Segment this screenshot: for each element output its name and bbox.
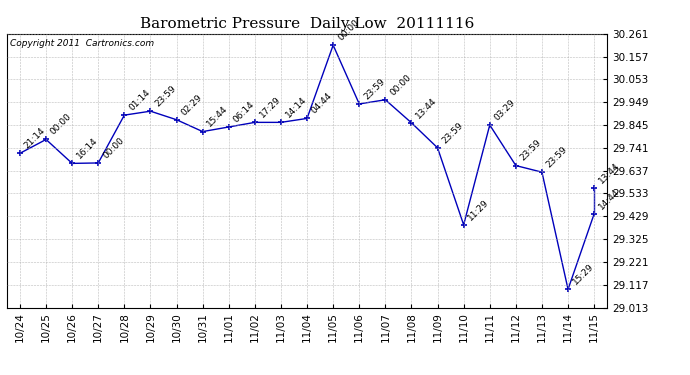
- Text: 23:59: 23:59: [544, 145, 569, 170]
- Text: 13:44: 13:44: [597, 161, 622, 185]
- Text: 01:14: 01:14: [127, 88, 152, 112]
- Text: 16:14: 16:14: [75, 136, 99, 160]
- Text: 23:59: 23:59: [362, 76, 386, 101]
- Text: 04:44: 04:44: [310, 91, 334, 116]
- Text: 03:29: 03:29: [493, 98, 517, 122]
- Text: 13:44: 13:44: [414, 96, 439, 120]
- Text: 15:44: 15:44: [206, 104, 230, 129]
- Title: Barometric Pressure  Daily Low  20111116: Barometric Pressure Daily Low 20111116: [140, 17, 474, 31]
- Text: 00:00: 00:00: [388, 72, 413, 97]
- Text: 21:14: 21:14: [23, 126, 47, 150]
- Text: 14:14: 14:14: [284, 95, 308, 120]
- Text: 00:00: 00:00: [49, 112, 74, 137]
- Text: 15:29: 15:29: [571, 262, 595, 286]
- Text: 14:44: 14:44: [597, 187, 621, 211]
- Text: 00:00: 00:00: [336, 18, 361, 42]
- Text: 00:00: 00:00: [101, 135, 126, 160]
- Text: 23:59: 23:59: [519, 138, 543, 163]
- Text: 23:59: 23:59: [153, 84, 178, 108]
- Text: 02:29: 02:29: [179, 93, 204, 117]
- Text: Copyright 2011  Cartronics.com: Copyright 2011 Cartronics.com: [10, 39, 154, 48]
- Text: 23:59: 23:59: [440, 120, 465, 145]
- Text: 06:14: 06:14: [232, 100, 256, 124]
- Text: 11:29: 11:29: [466, 198, 491, 222]
- Text: 17:29: 17:29: [257, 95, 282, 120]
